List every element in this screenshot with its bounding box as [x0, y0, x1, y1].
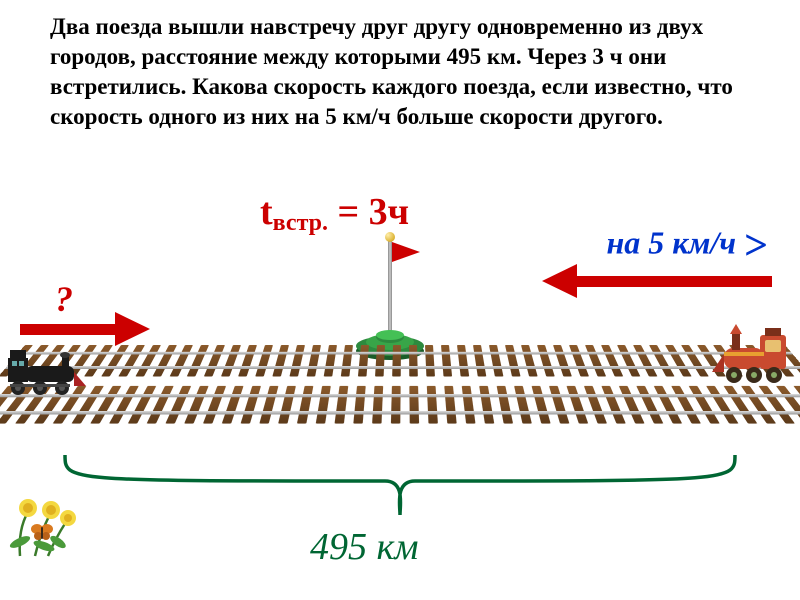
track-upper: [0, 345, 800, 377]
train-right-icon: [710, 320, 790, 385]
gt-symbol: >: [744, 223, 768, 269]
speed-diff-label: на 5 км/ч >: [606, 222, 768, 270]
flagpole-icon: [360, 238, 420, 358]
arrow-right-icon: [542, 264, 772, 298]
flowers-icon: [0, 474, 96, 558]
distance-bracket-icon: [60, 455, 740, 520]
distance-label: 495 км: [310, 525, 419, 569]
train-left-icon: [6, 348, 86, 396]
track-lower: [0, 386, 800, 424]
railroad-tracks: [0, 345, 800, 433]
time-sub: встр.: [273, 210, 328, 236]
time-var: t: [260, 191, 273, 233]
pole-cap: [385, 232, 395, 242]
time-eq: = 3ч: [338, 191, 410, 233]
speed-diff-text: на 5 км/ч: [606, 224, 736, 260]
arrow-left-icon: [20, 312, 150, 346]
flag-icon: [392, 242, 420, 262]
problem-text: Два поезда вышли навстречу друг другу од…: [0, 0, 800, 140]
time-label: tвстр. = 3ч: [260, 190, 409, 234]
